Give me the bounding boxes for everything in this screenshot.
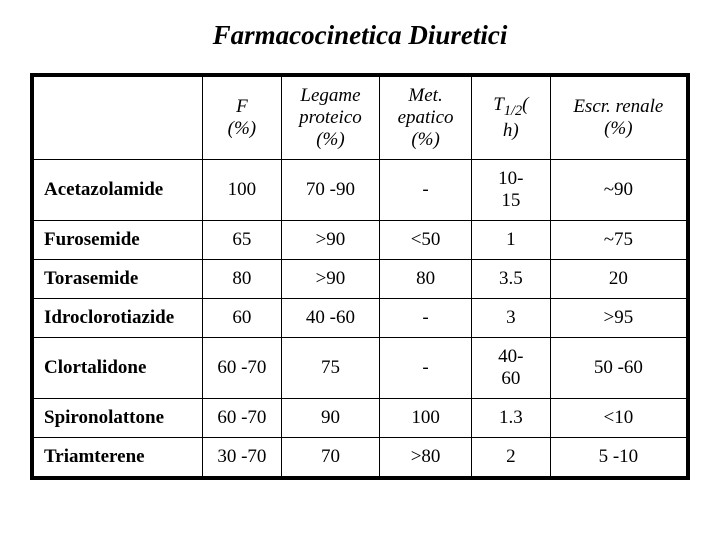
- cell-t: 40-60: [471, 338, 550, 399]
- cell-t: 3: [471, 299, 550, 338]
- cell-f: 60 -70: [203, 399, 282, 438]
- drug-name: Idroclorotiazide: [32, 299, 203, 338]
- cell-esc: 50 -60: [550, 338, 688, 399]
- table-row: Furosemide65>90<501~75: [32, 221, 688, 260]
- cell-met: <50: [380, 221, 472, 260]
- cell-met: >80: [380, 438, 472, 479]
- col-header-f: F(%): [203, 75, 282, 160]
- cell-met: 80: [380, 260, 472, 299]
- drug-name: Torasemide: [32, 260, 203, 299]
- cell-esc: ~75: [550, 221, 688, 260]
- table-row: Clortalidone60 -7075-40-6050 -60: [32, 338, 688, 399]
- col-header-thalf: T1/2(h): [471, 75, 550, 160]
- cell-f: 60 -70: [203, 338, 282, 399]
- cell-f: 30 -70: [203, 438, 282, 479]
- cell-t: 2: [471, 438, 550, 479]
- drug-name: Acetazolamide: [32, 160, 203, 221]
- col-header-met: Met.epatico(%): [380, 75, 472, 160]
- cell-leg: 75: [281, 338, 379, 399]
- cell-leg: 40 -60: [281, 299, 379, 338]
- cell-t: 3.5: [471, 260, 550, 299]
- cell-esc: ~90: [550, 160, 688, 221]
- table-row: Idroclorotiazide6040 -60-3>95: [32, 299, 688, 338]
- drug-name: Clortalidone: [32, 338, 203, 399]
- col-header-escr: Escr. renale(%): [550, 75, 688, 160]
- cell-f: 100: [203, 160, 282, 221]
- col-header-legame: Legameproteico(%): [281, 75, 379, 160]
- cell-esc: <10: [550, 399, 688, 438]
- cell-f: 80: [203, 260, 282, 299]
- table-row: Acetazolamide10070 -90-10-15~90: [32, 160, 688, 221]
- drug-name: Spironolattone: [32, 399, 203, 438]
- cell-esc: 5 -10: [550, 438, 688, 479]
- cell-leg: >90: [281, 221, 379, 260]
- cell-met: -: [380, 160, 472, 221]
- col-header-drug: [32, 75, 203, 160]
- cell-esc: >95: [550, 299, 688, 338]
- page-title: Farmacocinetica Diuretici: [30, 20, 690, 51]
- table-row: Spironolattone60 -70901001.3<10: [32, 399, 688, 438]
- drug-name: Furosemide: [32, 221, 203, 260]
- header-row: F(%) Legameproteico(%) Met.epatico(%) T1…: [32, 75, 688, 160]
- cell-f: 65: [203, 221, 282, 260]
- cell-met: -: [380, 299, 472, 338]
- cell-leg: 70 -90: [281, 160, 379, 221]
- cell-leg: 70: [281, 438, 379, 479]
- pk-table: F(%) Legameproteico(%) Met.epatico(%) T1…: [30, 73, 690, 480]
- table-row: Triamterene30 -7070>8025 -10: [32, 438, 688, 479]
- cell-leg: 90: [281, 399, 379, 438]
- drug-name: Triamterene: [32, 438, 203, 479]
- cell-t: 1.3: [471, 399, 550, 438]
- cell-t: 1: [471, 221, 550, 260]
- cell-esc: 20: [550, 260, 688, 299]
- cell-met: 100: [380, 399, 472, 438]
- cell-t: 10-15: [471, 160, 550, 221]
- table-row: Torasemide80>90803.520: [32, 260, 688, 299]
- cell-met: -: [380, 338, 472, 399]
- cell-f: 60: [203, 299, 282, 338]
- cell-leg: >90: [281, 260, 379, 299]
